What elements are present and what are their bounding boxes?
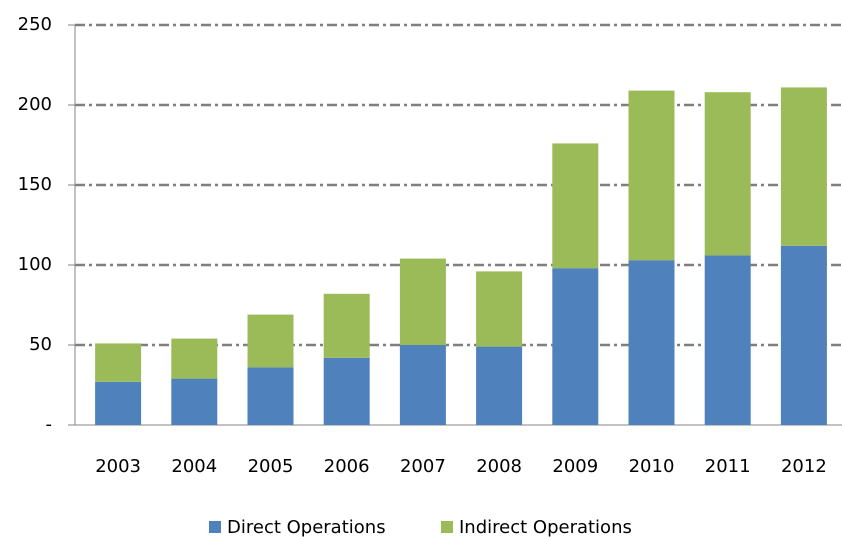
- legend-label: Direct Operations: [227, 517, 386, 537]
- x-tick-label: 2007: [400, 456, 446, 477]
- bar-segment: [399, 345, 446, 425]
- bar-segment: [95, 343, 142, 382]
- bar-segment: [323, 293, 370, 358]
- bar-segment: [628, 260, 675, 425]
- legend-swatch: [209, 521, 221, 533]
- x-tick-label: 2004: [171, 456, 217, 477]
- x-tick-label: 2011: [705, 456, 751, 477]
- y-tick-label: 50: [29, 334, 52, 355]
- x-tick-label: 2003: [95, 456, 141, 477]
- x-tick-label: 2006: [324, 456, 370, 477]
- x-tick-label: 2009: [552, 456, 598, 477]
- bar-segment: [171, 338, 218, 379]
- bar-segment: [476, 346, 523, 425]
- x-tick-label: 2008: [476, 456, 522, 477]
- x-tick-label: 2012: [781, 456, 827, 477]
- bar-segment: [704, 92, 751, 256]
- legend-swatch: [441, 521, 453, 533]
- x-tick-label: 2005: [248, 456, 294, 477]
- y-tick-label: 250: [18, 14, 52, 35]
- y-tick-label: 150: [18, 174, 52, 195]
- bar-segment: [780, 87, 827, 246]
- legend-label: Indirect Operations: [459, 517, 632, 537]
- bar-segment: [552, 143, 599, 269]
- bar-segment: [171, 378, 218, 425]
- bar-segment: [247, 314, 294, 368]
- bar-segment: [323, 357, 370, 425]
- bar-segment: [476, 271, 523, 347]
- y-tick-label: 200: [18, 94, 52, 115]
- bar-segment: [552, 268, 599, 425]
- bar-segment: [704, 255, 751, 425]
- bar-segment: [95, 381, 142, 425]
- x-tick-label: 2010: [629, 456, 675, 477]
- bar-segment: [247, 367, 294, 425]
- bar-segment: [399, 258, 446, 345]
- y-tick-label: -: [46, 414, 53, 435]
- bar-segment: [628, 90, 675, 261]
- bar-segment: [780, 245, 827, 425]
- y-tick-label: 100: [18, 254, 52, 275]
